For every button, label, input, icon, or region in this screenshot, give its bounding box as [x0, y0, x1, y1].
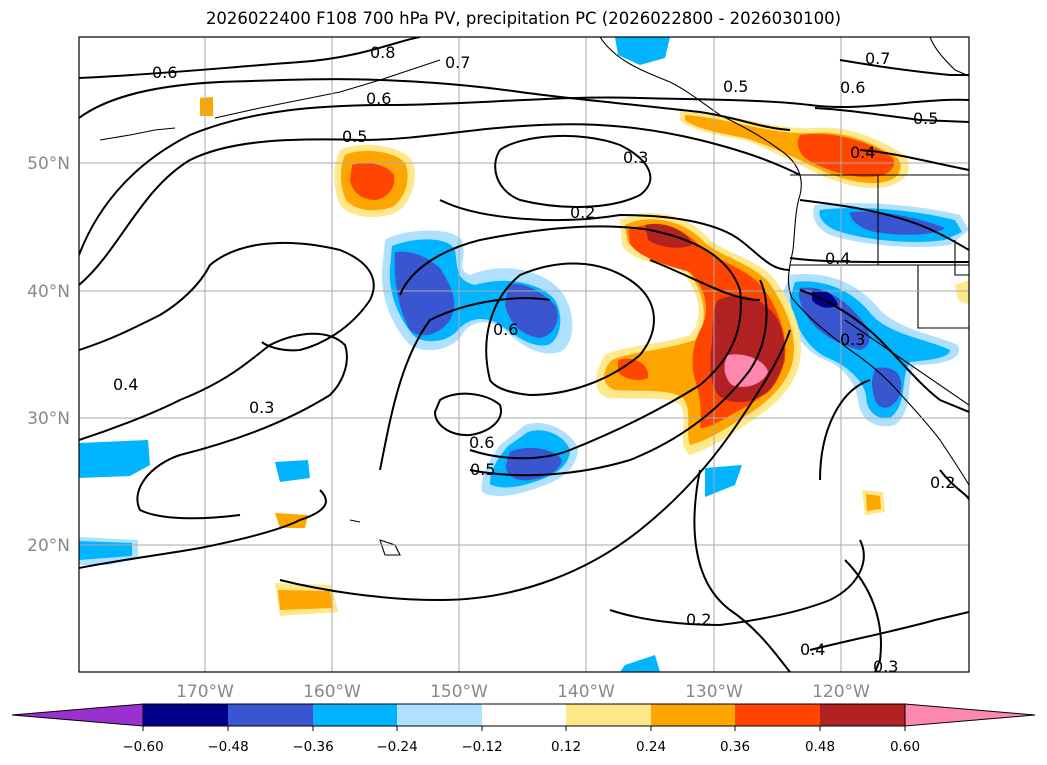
lon-label: 120°W: [812, 682, 870, 702]
lon-label: 150°W: [430, 682, 488, 702]
contour-label: 0.2: [570, 203, 595, 222]
contour-label: 0.4: [825, 249, 850, 268]
longitude-labels: 170°W 160°W 150°W 140°W 130°W 120°W: [176, 682, 870, 702]
lon-label: 160°W: [303, 682, 361, 702]
colorbar-swatch: [228, 704, 313, 726]
lon-label: 170°W: [176, 682, 234, 702]
contour-label: 0.6: [152, 63, 177, 82]
contour-label: 0.3: [840, 330, 865, 349]
colorbar-tick-label: 0.48: [805, 739, 835, 755]
contour-label: 0.5: [723, 77, 748, 96]
contour-label: 0.6: [366, 89, 391, 108]
colorbar-swatch: [735, 704, 820, 726]
colorbar-tick-label: −0.60: [122, 739, 163, 755]
contour-label: 0.7: [445, 53, 470, 72]
colorbar-tick-label: 0.60: [890, 739, 920, 755]
colorbar-swatch: [397, 704, 482, 726]
colorbar-tick-label: −0.36: [292, 739, 333, 755]
colorbar-swatch: [482, 704, 566, 726]
contour-label: 0.3: [249, 398, 274, 417]
contour-label: 0.4: [850, 143, 875, 162]
colorbar-tick-label: −0.12: [461, 739, 502, 755]
colorbar-swatch: [313, 704, 397, 726]
coastlines: [99, 37, 969, 556]
plot-frame: [78, 36, 970, 673]
contour-label: 0.5: [470, 460, 495, 479]
contour-label: 0.8: [370, 43, 395, 62]
colorbar-extend-low: [11, 703, 144, 727]
contour-label: 0.5: [342, 127, 367, 146]
latitude-labels: 50°N 40°N 30°N 20°N: [27, 154, 70, 556]
contour-label: 0.3: [873, 657, 898, 676]
colorbar-tick-label: 0.36: [720, 739, 750, 755]
colorbar-extend-high: [904, 703, 1036, 727]
contour-label: 0.2: [686, 610, 711, 629]
colorbar-swatch: [566, 704, 651, 726]
contour-label: 0.6: [840, 78, 865, 97]
colorbar-swatch: [820, 704, 905, 726]
contour-label: 0.7: [865, 49, 890, 68]
colorbar-tick-label: 0.12: [551, 739, 581, 755]
contour-label: 0.4: [113, 375, 138, 394]
lat-label: 40°N: [27, 282, 70, 302]
contour-labels: 0.8 0.7 0.6 0.6 0.5 0.5 0.3 0.2 0.7 0.6 …: [113, 43, 955, 676]
contour-label: 0.6: [493, 320, 518, 339]
contour-label: 0.4: [800, 640, 825, 659]
lon-label: 130°W: [685, 682, 743, 702]
colorbar-swatch: [143, 704, 228, 726]
colorbar-swatch: [651, 704, 735, 726]
contour-label: 0.5: [913, 109, 938, 128]
gridlines: [79, 37, 969, 672]
contour-label: 0.3: [623, 148, 648, 167]
colorbar-tick-label: −0.24: [376, 739, 417, 755]
colorbar-tick-label: 0.24: [636, 739, 666, 755]
colorbar-tick-label: −0.48: [207, 739, 248, 755]
lon-label: 140°W: [557, 682, 615, 702]
colorbar: −0.60 −0.48 −0.36 −0.24 −0.12 0.12 0.24 …: [11, 703, 1036, 755]
lat-label: 50°N: [27, 154, 70, 174]
map-title: 2026022400 F108 700 hPa PV, precipitatio…: [205, 9, 842, 28]
lat-label: 20°N: [27, 536, 70, 556]
contour-label: 0.2: [930, 473, 955, 492]
lat-label: 30°N: [27, 409, 70, 429]
contour-label: 0.6: [469, 433, 494, 452]
pv-contours: [79, 37, 969, 672]
